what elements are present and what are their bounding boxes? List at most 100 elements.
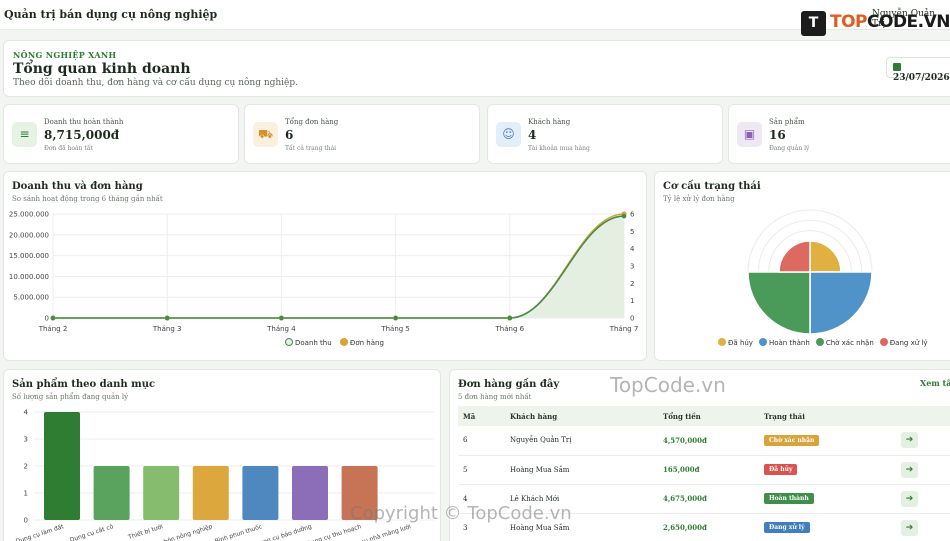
bar-y-tick-label: 1 [24,490,28,498]
bar-x-tick-label: Bình phun thuốc [214,523,263,541]
arrow-right-icon[interactable]: ➔ [901,432,918,449]
status-badge: Hoàn thành [764,493,814,504]
page-title: Tổng quan kinh doanh [13,61,191,77]
bar-x-tick-label: Dụng cụ thu hoạch [306,523,363,541]
revenue-point [279,315,284,321]
page-subtitle: Theo dõi doanh thu, đơn hàng và cơ cấu d… [13,78,299,88]
status-polar-chart [747,209,873,334]
bar-y-tick-label: 4 [24,409,29,417]
revenue-point [50,315,56,321]
order-customer: Lê Khách Mới [505,484,658,514]
order-status-cell: Hoàn thành [759,484,896,514]
watermark-center: TopCode.vn [610,373,726,397]
y-left-tick-label: 10.000.000 [9,273,49,281]
order-action-cell: ➔ [896,455,950,485]
col-id: Mã [458,406,505,426]
money-icon: ≡ [12,122,37,147]
table-row: 3 Hoàng Mua Sắm 2,650,000đ Đang xử lý ➔ [458,513,950,541]
bar-y-tick-label: 3 [24,436,28,444]
stat-card-money: ≡ Doanh thu hoàn thành 8,715,000đ Đơn đã ho… [3,104,239,164]
bar-x-tick-label: Dụng cụ làm đất [15,523,65,541]
polar-slice [809,240,842,273]
legend-status-1[interactable]: Hoàn thành [758,338,810,347]
arrow-right-icon[interactable]: ➔ [901,461,918,478]
revenue-orders-panel: Doanh thu và đơn hàng So sánh hoạt động … [3,171,647,361]
x-tick-label: Tháng 4 [266,325,296,333]
stat-sub: Tài khoản mua hàng [528,145,590,152]
category-bar [292,466,328,520]
y-left-tick-label: 0 [45,315,49,323]
revenue-line-chart: 0 5.000.000 10.000.000 15.000.000 20.000.000… [9,211,639,334]
y-left-tick-label: 15.000.000 [9,252,49,260]
status-structure-panel: Cơ cấu trạng thái Tỷ lệ xử lý đơn hàng Đ… [654,171,950,361]
date-chip[interactable]: 23/07/2026 [886,57,950,83]
orders-panel-title: Đơn hàng gần đây [458,379,560,390]
users-icon: ☺ [496,122,521,147]
col-status: Trạng thái [759,406,896,426]
status-badge: Đã hủy [764,464,798,475]
polar-slice [778,240,811,273]
bar-x-tick-label: Thiết bị tưới [126,523,164,541]
revenue-point [164,315,170,321]
toolbox-icon: ▣ [737,122,762,147]
section-eyebrow: NÔNG NGHIỆP XANH [13,50,117,60]
arrow-right-icon[interactable]: ➔ [901,490,918,507]
x-tick-label: Tháng 2 [38,325,68,333]
category-bar [93,466,130,520]
y-right-tick-label: 0 [630,315,634,323]
current-user[interactable]: Nguyễn Quản Trị [872,9,936,29]
stat-sub: Đơn đã hoàn tất [44,145,93,152]
table-row: 4 Lê Khách Mới 4,675,000đ Hoàn thành ➔ [458,484,950,514]
order-total: 4,675,000đ [658,484,759,514]
stat-label: Tổng đơn hàng [285,118,339,126]
order-total: 165,000đ [658,455,759,485]
stat-card-users: ☺ Khách hàng 4 Tài khoản mua hàng [487,104,723,164]
legend-swatch [758,338,767,346]
legend-status-2[interactable]: Chờ xác nhận [815,338,874,347]
legend-status-3[interactable]: Đang xử lý [879,338,927,347]
legend-status-0[interactable]: Đã hủy [718,338,753,347]
stat-value: 6 [285,128,294,142]
legend-orders[interactable]: Đơn hàng [339,338,384,347]
arrow-right-icon[interactable]: ➔ [901,519,918,536]
revenue-area [53,216,624,318]
stat-value: 16 [769,128,786,142]
order-total: 2,650,000đ [658,513,759,541]
status-badge: Đang xử lý [764,522,810,533]
stat-card-toolbox: ▣ Sản phẩm 16 Đang quản lý [728,104,950,164]
col-total: Tổng tiền [658,406,759,426]
bar-x-tick-label: Dụng cụ bảo dưỡng [254,523,312,541]
orders-panel-subtitle: 5 đơn hàng mới nhất [458,393,532,401]
stat-card-cart: ⛟ Tổng đơn hàng 6 Tất cả trạng thái [244,104,480,164]
category-bar [44,412,80,520]
order-total: 4,570,000đ [658,426,759,456]
x-tick-label: Tháng 3 [152,325,182,333]
y-left-tick-label: 5.000.000 [13,294,49,302]
order-action-cell: ➔ [896,484,950,514]
table-row: 6 Nguyễn Quản Trị 4,570,000đ Chờ xác nhận ➔ [458,426,950,456]
status-panel-subtitle: Tỷ lệ xử lý đơn hàng [663,195,735,203]
y-right-tick-label: 4 [630,245,635,253]
order-id: 6 [458,426,505,456]
revenue-point [393,315,398,321]
x-tick-label: Tháng 7 [609,325,639,333]
order-status-cell: Chờ xác nhận [759,426,896,456]
order-customer: Nguyễn Quản Trị [505,426,658,456]
table-row: 5 Hoàng Mua Sắm 165,000đ Đã hủy ➔ [458,455,950,485]
overview-header: NÔNG NGHIỆP XANH Tổng quan kinh doanh Th… [3,40,950,97]
category-bar-chart: 0 1 2 3 4 Dụng cụ làm đất Dụng cụ cắt cỏ Thiết … [15,409,434,541]
revenue-point [621,213,627,219]
stat-sub: Tất cả trạng thái [285,145,337,152]
order-customer: Hoàng Mua Sắm [505,513,658,541]
recent-orders-panel: Đơn hàng gần đây 5 đơn hàng mới nhất Xem… [449,369,950,541]
revenue-panel-title: Doanh thu và đơn hàng [12,181,143,192]
y-right-tick-label: 6 [630,211,635,219]
orders-table: Mã Khách hàng Tổng tiền Trạng thái 6 Nguy… [458,406,950,541]
y-left-tick-label: 20.000.000 [9,231,49,239]
category-bar [341,466,378,520]
legend-revenue[interactable]: Doanh thu [285,338,332,347]
view-all-link[interactable]: Xem tất c [920,378,950,388]
bar-y-tick-label: 2 [24,463,28,471]
logo-mark: T [801,11,826,36]
order-action-cell: ➔ [896,426,950,456]
